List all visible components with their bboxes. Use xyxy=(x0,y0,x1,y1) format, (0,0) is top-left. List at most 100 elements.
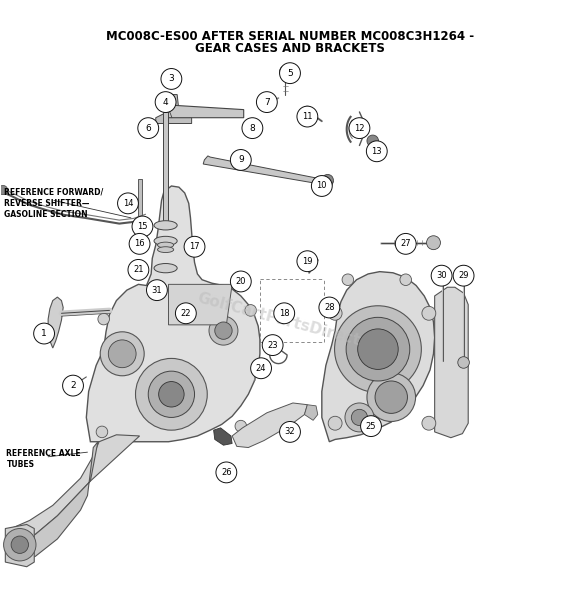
Text: 18: 18 xyxy=(279,309,289,318)
Circle shape xyxy=(297,106,318,127)
Circle shape xyxy=(367,373,415,421)
Text: 10: 10 xyxy=(317,181,327,191)
Polygon shape xyxy=(213,428,232,445)
Circle shape xyxy=(175,303,196,323)
Circle shape xyxy=(358,329,398,370)
Text: GolfCartPartsDirect: GolfCartPartsDirect xyxy=(195,290,361,348)
Text: 1: 1 xyxy=(41,329,47,338)
Circle shape xyxy=(230,271,251,292)
Circle shape xyxy=(280,421,300,442)
Text: GEAR CASES AND BRACKETS: GEAR CASES AND BRACKETS xyxy=(195,42,385,55)
Text: 24: 24 xyxy=(256,363,266,373)
Text: 28: 28 xyxy=(324,303,335,312)
Text: 12: 12 xyxy=(354,124,365,133)
Text: 21: 21 xyxy=(133,266,144,274)
Text: 22: 22 xyxy=(180,309,191,318)
Circle shape xyxy=(11,536,28,554)
Circle shape xyxy=(262,98,274,109)
Circle shape xyxy=(148,371,194,418)
Text: 32: 32 xyxy=(285,427,295,437)
Ellipse shape xyxy=(158,242,173,248)
Circle shape xyxy=(129,234,150,254)
Circle shape xyxy=(262,335,283,355)
Circle shape xyxy=(246,121,258,133)
Circle shape xyxy=(431,265,452,286)
Circle shape xyxy=(426,236,440,250)
Polygon shape xyxy=(139,179,143,222)
Text: REFERENCE FORWARD/
REVERSE SHIFTER—
GASOLINE SECTION: REFERENCE FORWARD/ REVERSE SHIFTER— GASO… xyxy=(3,188,103,219)
Ellipse shape xyxy=(154,263,177,273)
Circle shape xyxy=(209,316,238,345)
Circle shape xyxy=(34,323,55,344)
Polygon shape xyxy=(8,435,140,545)
Circle shape xyxy=(132,216,153,237)
Circle shape xyxy=(256,92,277,113)
Circle shape xyxy=(251,358,271,379)
Text: 13: 13 xyxy=(371,147,382,156)
Circle shape xyxy=(0,185,8,195)
Text: 23: 23 xyxy=(267,341,278,349)
Circle shape xyxy=(328,416,342,430)
Text: REFERENCE AXLE
TUBES: REFERENCE AXLE TUBES xyxy=(6,449,81,469)
Text: 14: 14 xyxy=(123,199,133,208)
Polygon shape xyxy=(86,186,260,442)
Circle shape xyxy=(458,357,469,368)
Circle shape xyxy=(100,332,144,376)
Circle shape xyxy=(422,416,436,430)
Circle shape xyxy=(3,528,36,561)
Circle shape xyxy=(230,149,251,170)
Text: 6: 6 xyxy=(146,124,151,133)
Circle shape xyxy=(453,265,474,286)
Polygon shape xyxy=(156,95,191,124)
Circle shape xyxy=(161,68,182,89)
Text: 26: 26 xyxy=(221,468,231,477)
Circle shape xyxy=(245,304,256,316)
Circle shape xyxy=(128,260,149,280)
Circle shape xyxy=(280,63,300,84)
Circle shape xyxy=(346,317,410,381)
Text: 2: 2 xyxy=(70,381,76,390)
Circle shape xyxy=(98,313,110,325)
Circle shape xyxy=(215,322,232,339)
Circle shape xyxy=(216,462,237,483)
Polygon shape xyxy=(48,297,63,348)
Circle shape xyxy=(349,117,370,138)
Circle shape xyxy=(63,375,84,396)
Circle shape xyxy=(67,380,79,391)
Circle shape xyxy=(361,416,382,437)
Circle shape xyxy=(118,193,139,214)
Polygon shape xyxy=(169,284,232,325)
Text: 5: 5 xyxy=(287,69,293,77)
Text: 29: 29 xyxy=(458,271,469,280)
Circle shape xyxy=(375,381,408,413)
Text: 7: 7 xyxy=(264,98,270,106)
Ellipse shape xyxy=(158,247,173,253)
Ellipse shape xyxy=(154,221,177,230)
Text: 31: 31 xyxy=(151,285,162,295)
Circle shape xyxy=(422,306,436,320)
Circle shape xyxy=(342,274,354,285)
Circle shape xyxy=(159,381,184,407)
Polygon shape xyxy=(163,112,169,226)
Circle shape xyxy=(400,274,411,285)
Text: 15: 15 xyxy=(137,222,148,231)
Circle shape xyxy=(345,403,374,432)
Circle shape xyxy=(303,106,312,116)
Circle shape xyxy=(322,175,334,186)
Text: 4: 4 xyxy=(163,98,168,106)
Circle shape xyxy=(108,340,136,368)
Circle shape xyxy=(155,92,176,113)
Text: 16: 16 xyxy=(134,239,145,248)
Circle shape xyxy=(280,66,291,77)
Text: MC008C-ES00 AFTER SERIAL NUMBER MC008C3H1264 -: MC008C-ES00 AFTER SERIAL NUMBER MC008C3H… xyxy=(106,30,474,43)
Circle shape xyxy=(147,280,168,301)
Ellipse shape xyxy=(154,236,177,245)
Circle shape xyxy=(328,306,342,320)
Text: 30: 30 xyxy=(436,271,447,280)
Circle shape xyxy=(136,359,207,430)
Circle shape xyxy=(367,135,379,146)
Circle shape xyxy=(396,234,416,254)
Polygon shape xyxy=(166,105,244,117)
Polygon shape xyxy=(232,403,307,448)
Polygon shape xyxy=(203,156,334,186)
